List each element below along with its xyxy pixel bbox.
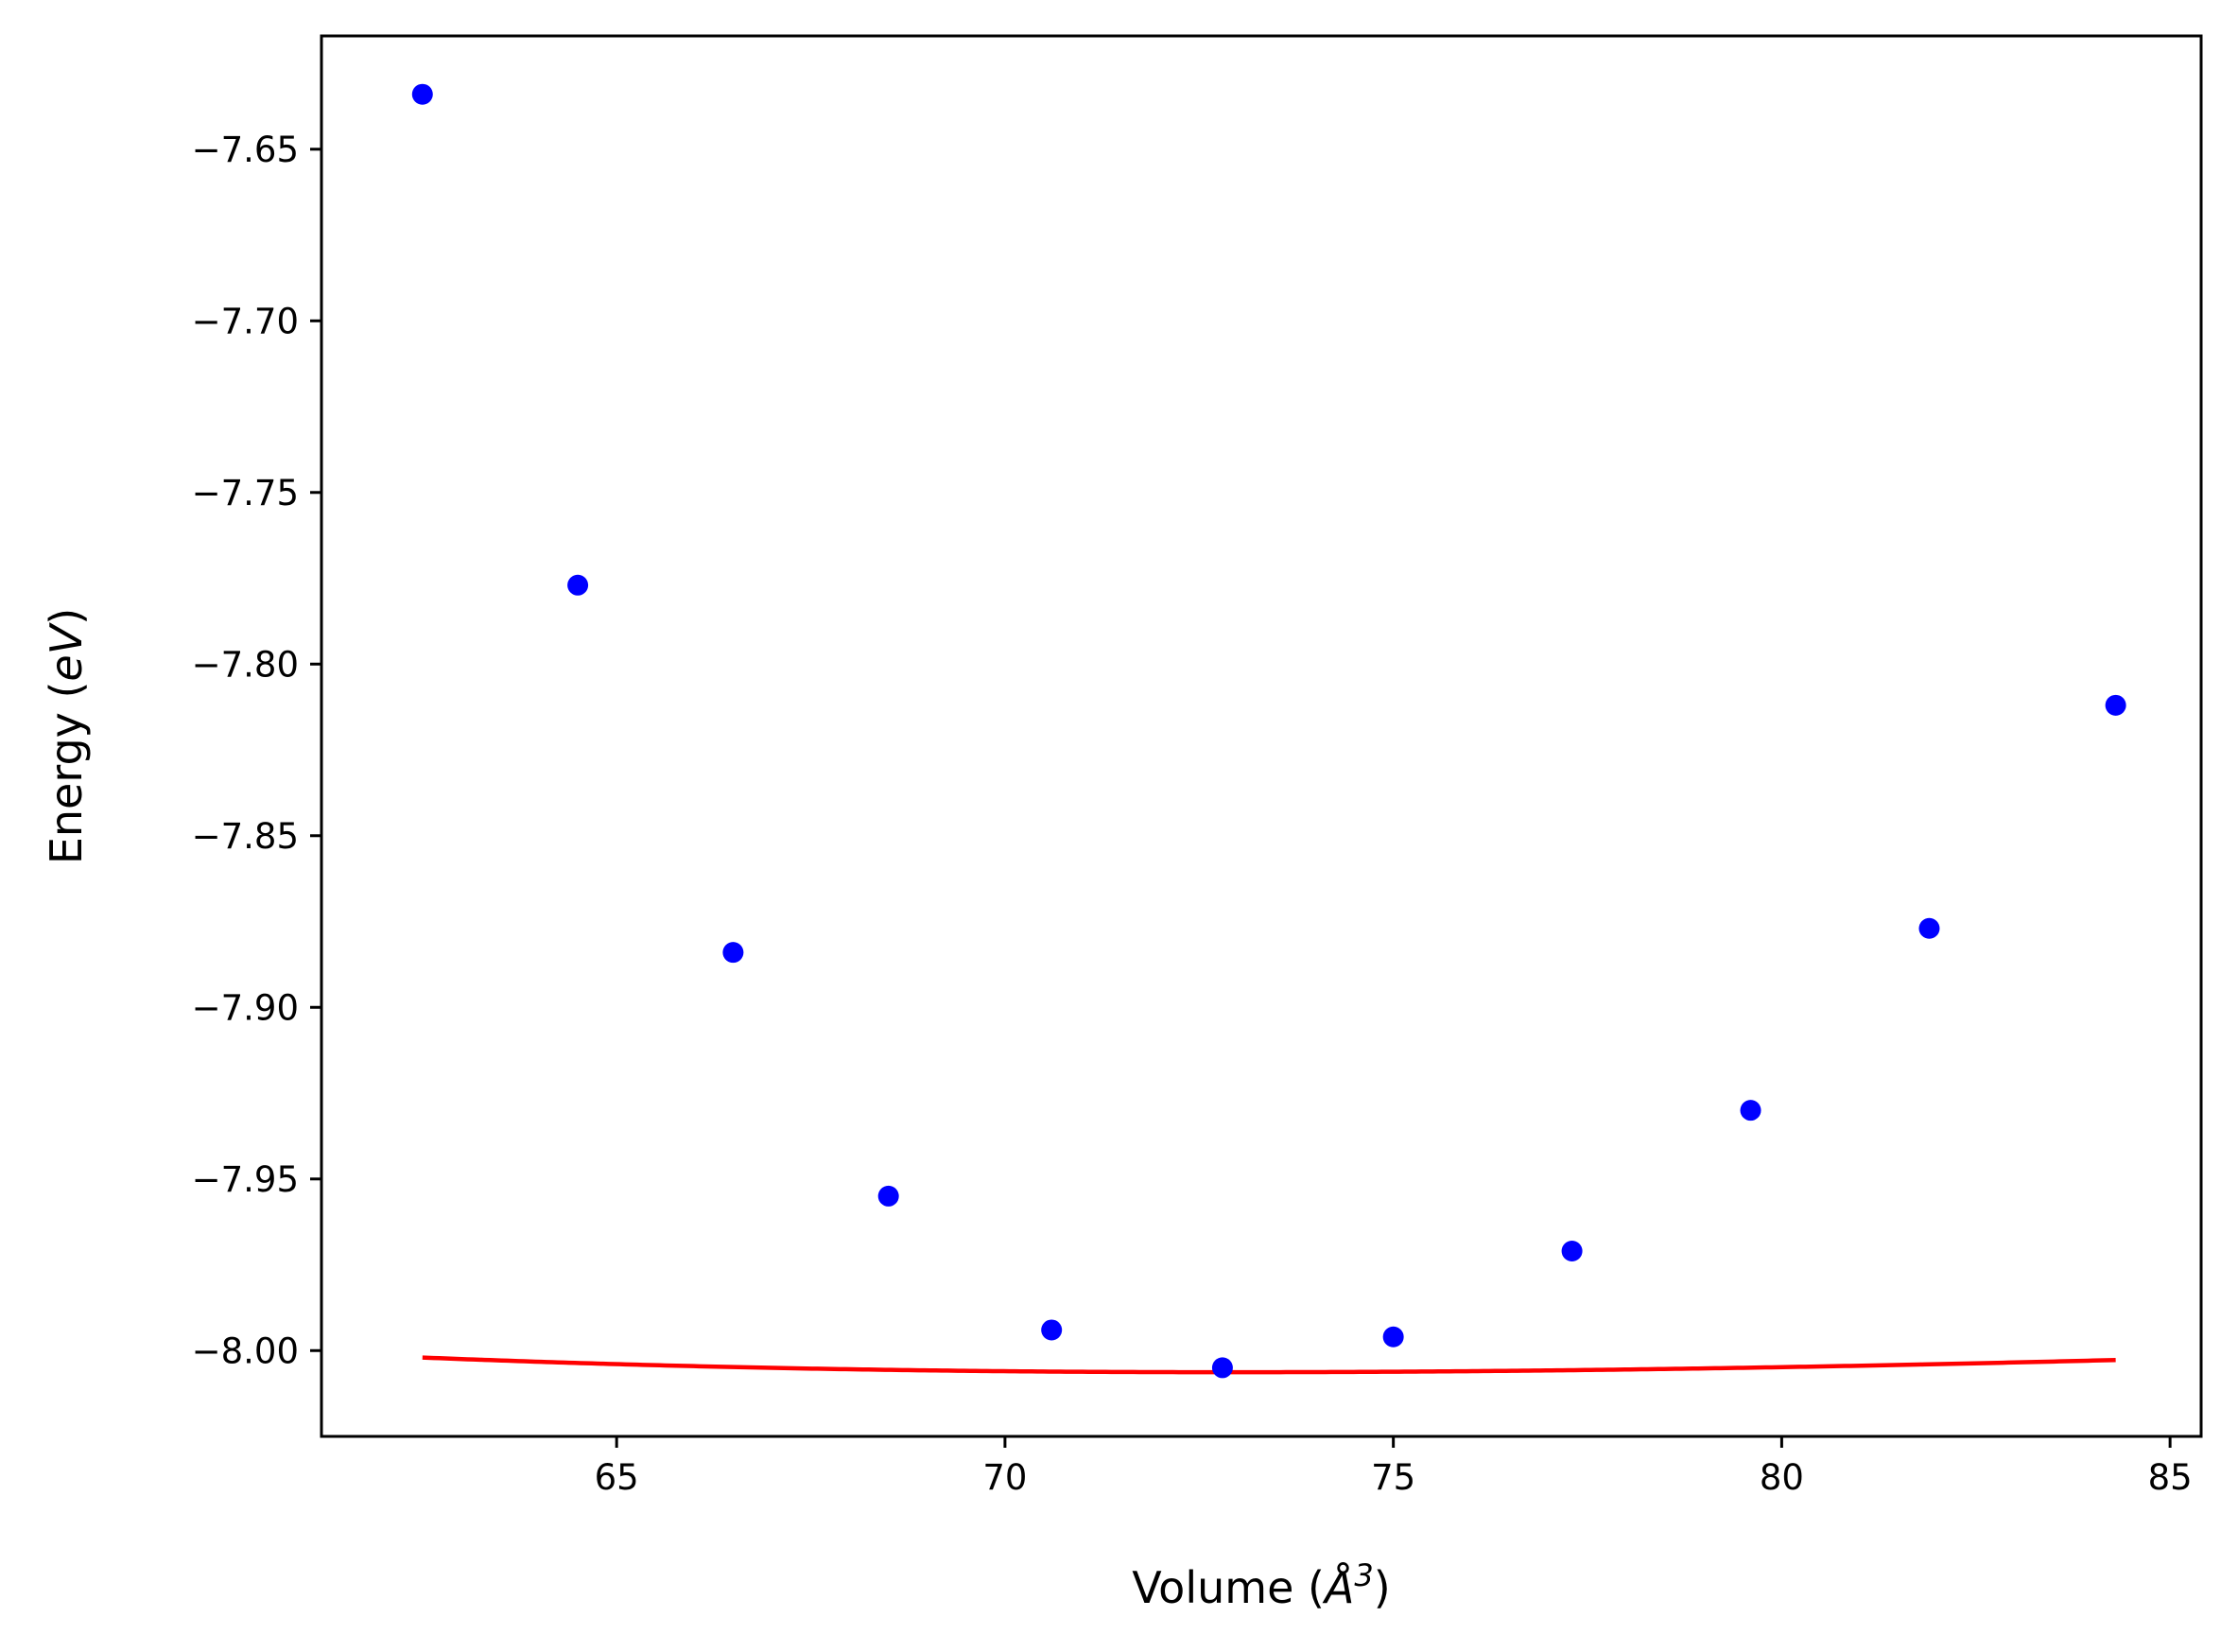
fit-curve [422, 1355, 2116, 1375]
y-tick-label: −7.95 [192, 1159, 299, 1200]
data-point [1041, 1319, 1063, 1341]
y-tick-label: −7.75 [192, 473, 299, 513]
x-axis-label-prefix: Volume ( [1132, 1562, 1325, 1613]
x-axis-label-superscript: 3 [1354, 1557, 1373, 1593]
data-point [411, 83, 433, 105]
x-axis-label-symbol: Å [1322, 1562, 1354, 1613]
y-tick-label: −7.85 [192, 816, 299, 857]
y-tick-label: −7.65 [192, 130, 299, 170]
y-tick-label: −7.90 [192, 987, 299, 1028]
data-point [1382, 1326, 1404, 1348]
x-tick-label: 65 [595, 1457, 639, 1498]
data-point [2105, 694, 2126, 716]
data-point [1918, 917, 1940, 939]
plot-area [411, 83, 2126, 1379]
x-tick-label: 70 [982, 1457, 1027, 1498]
x-tick-label: 85 [2148, 1457, 2193, 1498]
x-tick-label: 75 [1371, 1457, 1415, 1498]
x-axis-label: Volume (Å3) [1132, 1557, 1390, 1613]
data-point [1561, 1240, 1583, 1261]
axes-frame [320, 34, 2203, 1438]
y-axis-label-prefix: Energy ( [41, 682, 92, 865]
axis-ticks: 65 70 75 80 85 −7.65 −7.70 −7.75 −7.80 −7.85 −7.90… [192, 130, 2193, 1498]
data-point [1211, 1357, 1233, 1379]
data-point [722, 942, 744, 964]
y-axis-label-suffix: ) [41, 608, 92, 625]
x-axis-label-suffix: ) [1374, 1562, 1391, 1613]
y-axis-label-unit: eV [41, 621, 92, 681]
x-tick-label: 80 [1760, 1457, 1804, 1498]
y-axis-label: Energy (eV) [41, 608, 92, 864]
y-tick-label: −7.70 [192, 301, 299, 341]
data-point [567, 574, 589, 596]
y-tick-label: −8.00 [192, 1330, 299, 1371]
data-point [877, 1185, 899, 1207]
data-point [1740, 1100, 1761, 1122]
y-tick-label: −7.80 [192, 644, 299, 685]
